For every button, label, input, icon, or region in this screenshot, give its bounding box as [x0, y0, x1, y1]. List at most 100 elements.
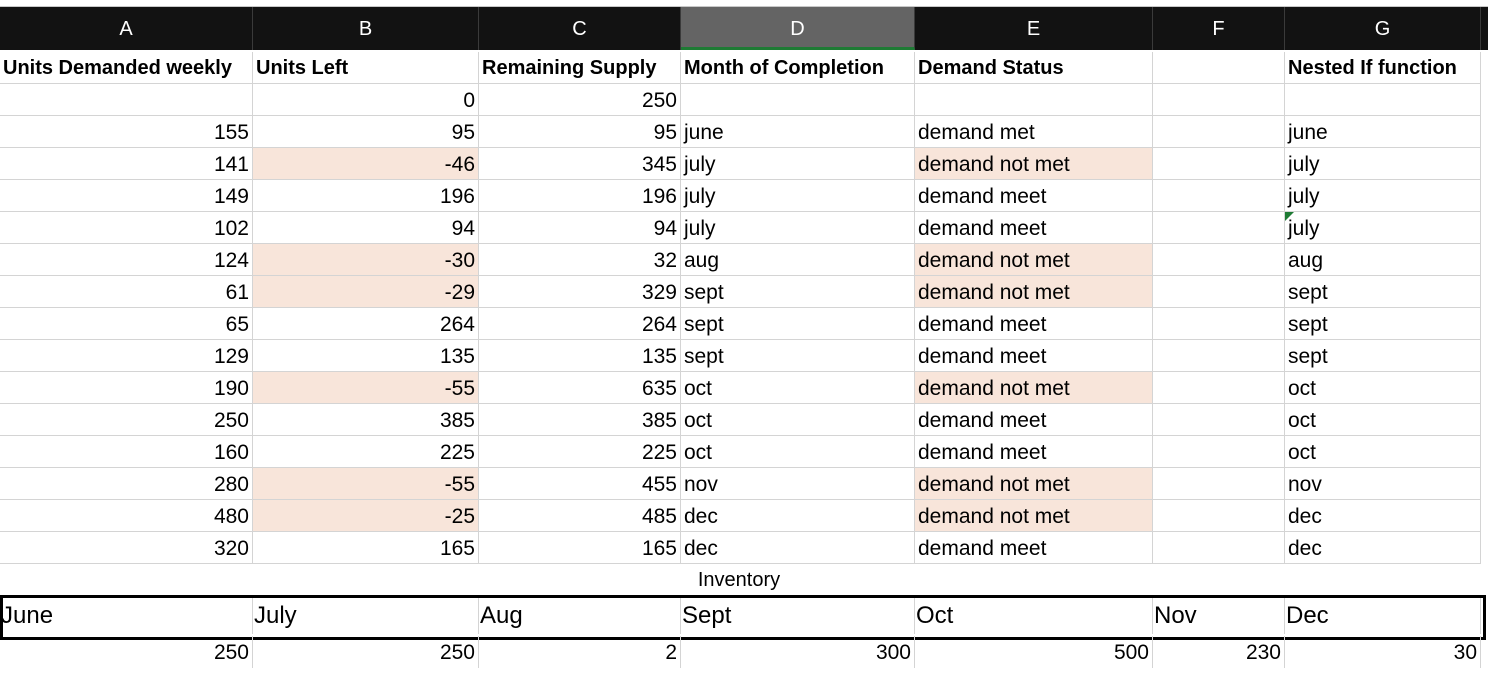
column-header-c[interactable]: C	[479, 7, 681, 50]
cell[interactable]	[1153, 212, 1285, 244]
cell[interactable]: aug	[1285, 244, 1481, 276]
month-value-cell[interactable]: 230	[1153, 636, 1285, 668]
cell[interactable]: 124	[0, 244, 253, 276]
cell[interactable]: 190	[0, 372, 253, 404]
cell[interactable]: aug	[681, 244, 915, 276]
cell[interactable]: 135	[253, 340, 479, 372]
cell[interactable]	[1153, 244, 1285, 276]
cell[interactable]: july	[681, 212, 915, 244]
cell[interactable]: 635	[479, 372, 681, 404]
cell[interactable]: 345	[479, 148, 681, 180]
month-value-cell[interactable]: 30	[1285, 636, 1481, 668]
month-label-cell[interactable]: Dec	[1285, 596, 1481, 634]
cell[interactable]: july	[681, 180, 915, 212]
cell[interactable]: demand not met	[915, 148, 1153, 180]
header-cell[interactable]: Nested If function	[1285, 52, 1481, 84]
cell[interactable]: demand met	[915, 116, 1153, 148]
column-header-d[interactable]: D	[681, 7, 915, 50]
cell[interactable]: nov	[1285, 468, 1481, 500]
cell[interactable]: 95	[479, 116, 681, 148]
cell[interactable]: demand meet	[915, 308, 1153, 340]
month-label-cell[interactable]: June	[0, 596, 253, 634]
cell[interactable]: oct	[681, 404, 915, 436]
cell[interactable]: sept	[681, 276, 915, 308]
cell[interactable]: 135	[479, 340, 681, 372]
cell[interactable]: 129	[0, 340, 253, 372]
cell[interactable]	[1153, 148, 1285, 180]
cell[interactable]: 385	[479, 404, 681, 436]
cell[interactable]: demand not met	[915, 276, 1153, 308]
month-value-cell[interactable]: 250	[0, 636, 253, 668]
cell[interactable]	[1153, 340, 1285, 372]
cell[interactable]: -29	[253, 276, 479, 308]
cell[interactable]: july	[1285, 212, 1481, 244]
cell[interactable]: demand meet	[915, 436, 1153, 468]
inventory-label[interactable]: Inventory	[697, 569, 781, 591]
cell[interactable]: sept	[1285, 276, 1481, 308]
cell[interactable]: demand not met	[915, 500, 1153, 532]
cell[interactable]: -55	[253, 468, 479, 500]
cell[interactable]	[1285, 84, 1481, 116]
cell[interactable]	[1153, 500, 1285, 532]
cell[interactable]: july	[1285, 148, 1481, 180]
cell[interactable]: oct	[1285, 372, 1481, 404]
cell[interactable]: 94	[253, 212, 479, 244]
cell[interactable]: sept	[681, 340, 915, 372]
cell[interactable]	[479, 564, 681, 596]
cell[interactable]: july	[1285, 180, 1481, 212]
cell[interactable]: -30	[253, 244, 479, 276]
column-header-e[interactable]: E	[915, 7, 1153, 50]
cell[interactable]: oct	[681, 372, 915, 404]
cell[interactable]: 485	[479, 500, 681, 532]
cell[interactable]: demand meet	[915, 212, 1153, 244]
cell[interactable]	[1153, 276, 1285, 308]
cell[interactable]: june	[1285, 116, 1481, 148]
cell[interactable]: oct	[1285, 436, 1481, 468]
cell[interactable]: -25	[253, 500, 479, 532]
month-value-cell[interactable]: 250	[253, 636, 479, 668]
header-cell[interactable]: Month of Completion	[681, 52, 915, 84]
cell[interactable]	[1153, 564, 1285, 596]
cell[interactable]: nov	[681, 468, 915, 500]
header-cell[interactable]: Units Left	[253, 52, 479, 84]
cell[interactable]: 94	[479, 212, 681, 244]
header-cell[interactable]	[1153, 52, 1285, 84]
cell[interactable]	[1285, 564, 1481, 596]
cell[interactable]: 280	[0, 468, 253, 500]
cell[interactable]: 329	[479, 276, 681, 308]
column-header-b[interactable]: B	[253, 7, 479, 50]
month-label-cell[interactable]: Aug	[479, 596, 681, 634]
cell[interactable]: 61	[0, 276, 253, 308]
month-value-cell[interactable]: 500	[915, 636, 1153, 668]
cell[interactable]: sept	[1285, 308, 1481, 340]
cell[interactable]: 165	[253, 532, 479, 564]
cell[interactable]	[1153, 372, 1285, 404]
cell[interactable]: 250	[0, 404, 253, 436]
cell[interactable]	[1153, 308, 1285, 340]
cell[interactable]: 149	[0, 180, 253, 212]
cell[interactable]	[1153, 84, 1285, 116]
column-header-a[interactable]: A	[0, 7, 253, 50]
cell[interactable]	[0, 84, 253, 116]
cell[interactable]: 165	[479, 532, 681, 564]
cell[interactable]: 196	[253, 180, 479, 212]
cell[interactable]	[253, 564, 479, 596]
cell[interactable]: 385	[253, 404, 479, 436]
cell[interactable]: 264	[479, 308, 681, 340]
cell[interactable]: demand not met	[915, 244, 1153, 276]
cell[interactable]	[1153, 468, 1285, 500]
cell[interactable]	[915, 564, 1153, 596]
header-cell[interactable]: Units Demanded weekly	[0, 52, 253, 84]
cell[interactable]: 250	[479, 84, 681, 116]
cell[interactable]	[915, 84, 1153, 116]
cell[interactable]: 160	[0, 436, 253, 468]
cell[interactable]: 196	[479, 180, 681, 212]
cell[interactable]: sept	[1285, 340, 1481, 372]
cell[interactable]: demand not met	[915, 372, 1153, 404]
cell[interactable]: 95	[253, 116, 479, 148]
month-label-cell[interactable]: Oct	[915, 596, 1153, 634]
cell[interactable]: 102	[0, 212, 253, 244]
cell[interactable]: 455	[479, 468, 681, 500]
cell[interactable]	[1153, 404, 1285, 436]
